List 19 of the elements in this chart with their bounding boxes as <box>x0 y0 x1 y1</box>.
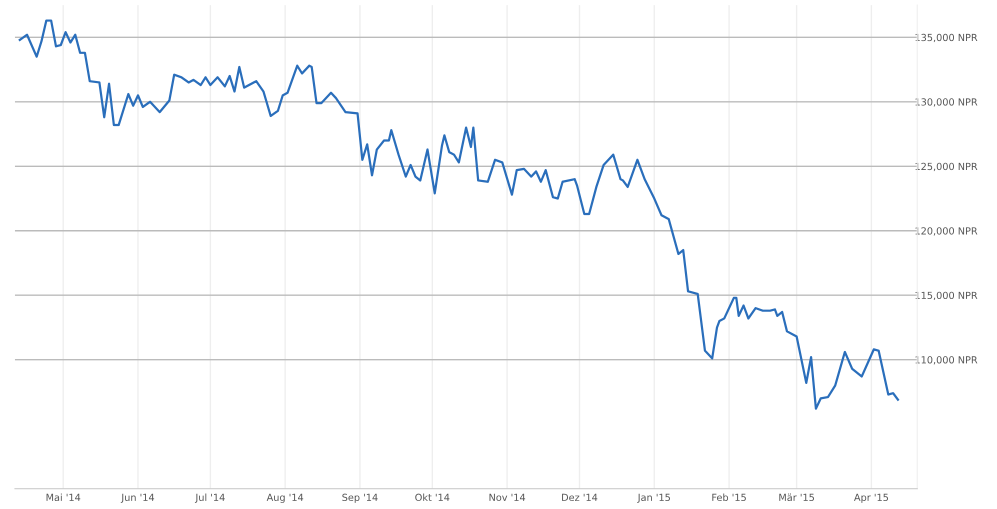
x-tick-label: Okt '14 <box>415 494 450 502</box>
line-series <box>18 19 900 410</box>
x-tick-label: Aug '14 <box>266 494 304 503</box>
x-tick-label: Jul '14 <box>194 494 225 503</box>
y-tick-label: 115,000 NPR <box>916 292 978 300</box>
x-tick-label: Mai '14 <box>46 494 80 502</box>
x-tick-label: Jun '14 <box>120 494 154 503</box>
x-tick-label: Feb '15 <box>712 494 746 502</box>
y-tick-label: 125,000 NPR <box>916 162 978 172</box>
y-tick-label: 130,000 NPR <box>916 98 978 107</box>
x-tick-label: Nov '14 <box>490 494 526 502</box>
x-tick-label: Jan '15 <box>637 494 670 503</box>
y-tick-label: 120,000 NPR <box>916 227 978 236</box>
x-tick-label: Dez '14 <box>562 494 598 502</box>
x-tick-label: Sep '14 <box>342 494 378 503</box>
y-tick-label: 110,000 NPR <box>916 356 978 365</box>
y-tick-label: 135,000 NPR <box>916 34 978 42</box>
x-tick-label: Apr '15 <box>854 494 888 503</box>
x-tick-label: Mär '15 <box>779 494 814 502</box>
